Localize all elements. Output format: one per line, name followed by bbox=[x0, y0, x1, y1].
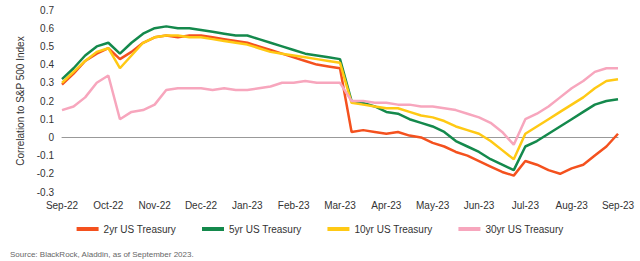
svg-text:0.5: 0.5 bbox=[40, 41, 54, 52]
svg-text:5yr US Treasury: 5yr US Treasury bbox=[229, 224, 301, 235]
svg-text:2yr US Treasury: 2yr US Treasury bbox=[104, 224, 176, 235]
svg-text:0.3: 0.3 bbox=[40, 77, 54, 88]
svg-text:Aug-23: Aug-23 bbox=[556, 200, 589, 211]
svg-text:Feb-23: Feb-23 bbox=[278, 200, 310, 211]
svg-text:Dec-22: Dec-22 bbox=[185, 200, 218, 211]
svg-text:Jan-23: Jan-23 bbox=[232, 200, 263, 211]
svg-text:-0.1: -0.1 bbox=[37, 150, 55, 161]
svg-text:Jul-23: Jul-23 bbox=[512, 200, 540, 211]
svg-text:0.4: 0.4 bbox=[40, 59, 54, 70]
svg-text:Sep-23: Sep-23 bbox=[602, 200, 635, 211]
svg-text:Sep-22: Sep-22 bbox=[46, 200, 79, 211]
svg-text:Correlation to S&P 500 Index: Correlation to S&P 500 Index bbox=[15, 36, 26, 165]
svg-text:0.2: 0.2 bbox=[40, 96, 54, 107]
svg-text:Source: BlackRock, Aladdin, as: Source: BlackRock, Aladdin, as of Septem… bbox=[10, 250, 194, 259]
svg-text:0.7: 0.7 bbox=[40, 5, 54, 16]
svg-text:0.1: 0.1 bbox=[40, 114, 54, 125]
svg-text:-0.2: -0.2 bbox=[37, 168, 55, 179]
svg-text:-0.3: -0.3 bbox=[37, 187, 55, 198]
svg-text:10yr US Treasury: 10yr US Treasury bbox=[354, 224, 432, 235]
svg-text:Jun-23: Jun-23 bbox=[464, 200, 495, 211]
svg-text:Mar-23: Mar-23 bbox=[324, 200, 356, 211]
svg-text:30yr US Treasury: 30yr US Treasury bbox=[485, 224, 563, 235]
svg-text:Nov-22: Nov-22 bbox=[139, 200, 172, 211]
svg-text:Apr-23: Apr-23 bbox=[371, 200, 401, 211]
svg-text:Oct-22: Oct-22 bbox=[93, 200, 123, 211]
svg-text:0: 0 bbox=[48, 132, 54, 143]
svg-text:0.6: 0.6 bbox=[40, 23, 54, 34]
svg-text:May-23: May-23 bbox=[416, 200, 450, 211]
